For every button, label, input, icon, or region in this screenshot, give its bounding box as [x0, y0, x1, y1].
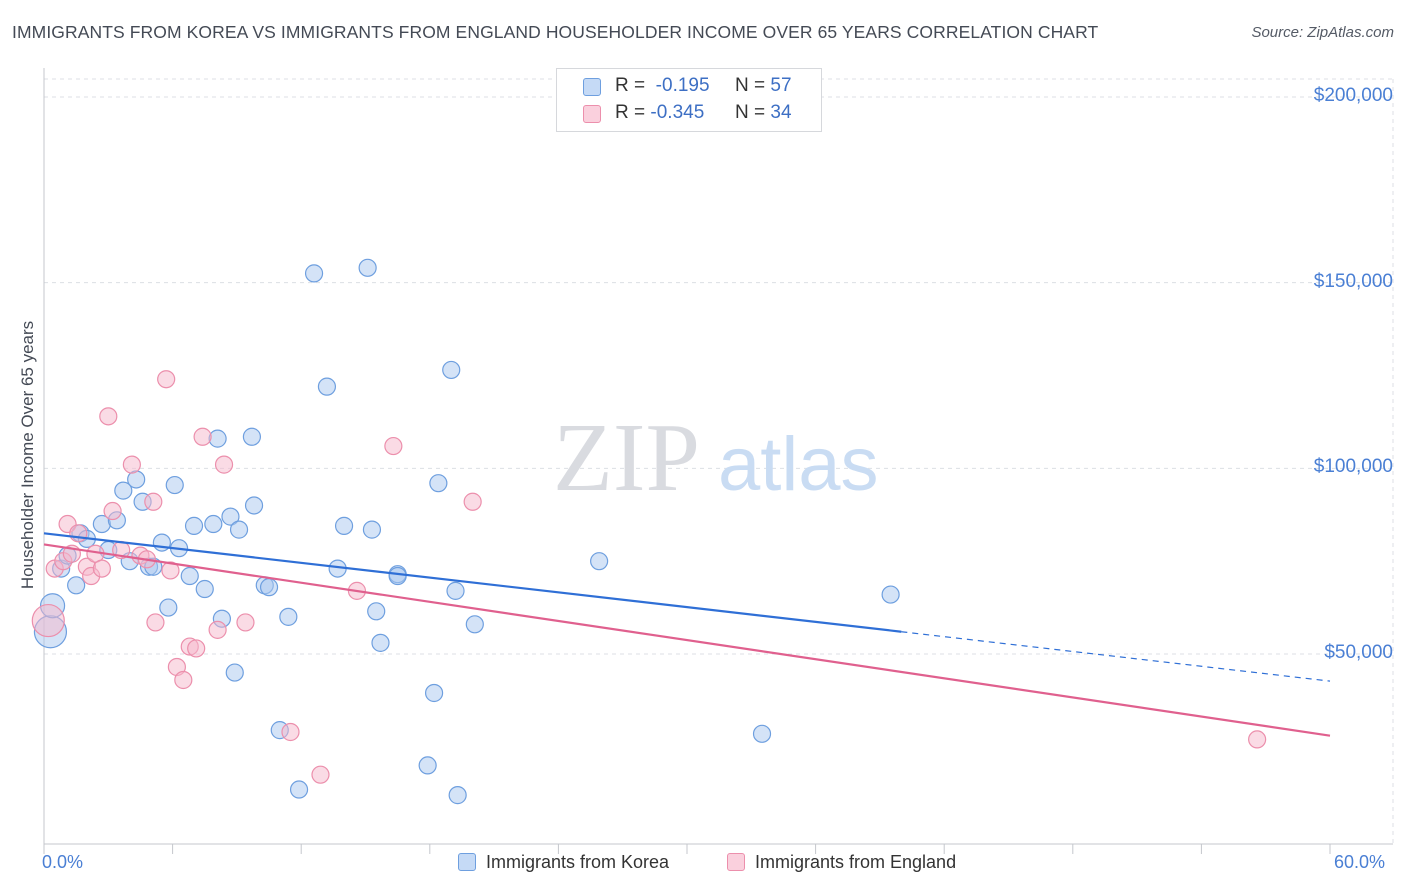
korea-points [33, 258, 900, 805]
data-point [146, 613, 165, 632]
data-point [388, 566, 407, 586]
data-point [317, 377, 337, 396]
y-tick-label: $50,000 [1324, 642, 1393, 663]
watermark-zip: ZIP [553, 404, 700, 512]
x-tick-label-max: 60.0% [1334, 852, 1386, 872]
data-point [174, 670, 193, 690]
data-point [362, 520, 382, 539]
legend-item-england[interactable]: Immigrants from England [727, 852, 956, 873]
legend-r-korea: R = -0.195 [615, 75, 710, 96]
legend-item-korea[interactable]: Immigrants from Korea [458, 852, 669, 873]
data-point [122, 455, 141, 474]
trend-lines [43, 532, 1331, 737]
england-trend-line [43, 543, 1331, 737]
data-point [214, 455, 234, 474]
data-point [358, 258, 377, 277]
data-point [242, 427, 262, 446]
data-point [157, 370, 176, 389]
series-legend: Immigrants from Korea Immigrants from En… [0, 852, 1406, 878]
england-points [31, 370, 1267, 784]
data-point [165, 475, 184, 495]
data-point [752, 724, 772, 743]
data-point [418, 756, 437, 775]
legend-row-england: R = -0.345 N = 34 [557, 101, 821, 127]
data-point [204, 514, 223, 534]
data-point [465, 615, 484, 634]
data-point [184, 516, 204, 535]
data-point [99, 407, 118, 426]
watermark: ZIP atlas [553, 404, 879, 512]
data-point [229, 520, 249, 539]
legend-n-england: N = 34 [735, 102, 792, 123]
korea-legend-swatch [458, 853, 476, 871]
data-point [881, 585, 900, 604]
legend-r-england: R = -0.345 [615, 102, 705, 123]
data-point [424, 683, 444, 703]
data-point [225, 663, 244, 682]
stats-legend: R = -0.195 N = 57 R = -0.345 N = 34 [556, 68, 822, 132]
data-point [448, 786, 467, 805]
data-point [103, 501, 122, 521]
data-point [463, 492, 482, 511]
england-legend-swatch [727, 853, 745, 871]
data-point [161, 561, 180, 580]
data-point [446, 581, 465, 600]
x-axis [43, 68, 1393, 854]
watermark-atlas: atlas [718, 422, 879, 507]
source-credit: Source: ZipAtlas.com [1251, 24, 1394, 41]
data-point [244, 496, 264, 515]
data-point [281, 722, 300, 742]
data-point [208, 429, 227, 448]
data-point [195, 579, 214, 599]
data-point [208, 620, 227, 639]
data-point [221, 507, 240, 526]
korea-legend-label: Immigrants from Korea [486, 852, 670, 872]
korea-trend-extension [901, 631, 1331, 682]
england-legend-label: Immigrants from England [755, 852, 957, 872]
data-point [159, 598, 178, 617]
data-point [371, 633, 390, 652]
y-tick-label: $150,000 [1313, 270, 1393, 292]
data-point [429, 474, 448, 493]
data-point [311, 765, 330, 784]
data-point [590, 552, 609, 571]
chart-title: IMMIGRANTS FROM KOREA VS IMMIGRANTS FROM… [12, 22, 1099, 42]
data-point [67, 576, 86, 595]
england-swatch [583, 105, 601, 123]
data-point [193, 427, 212, 446]
data-point [384, 436, 403, 456]
data-point [236, 613, 255, 632]
data-point [114, 481, 133, 500]
data-point [442, 360, 461, 380]
data-point [180, 566, 199, 586]
data-point [289, 780, 309, 799]
y-tick-label: $100,000 [1313, 456, 1393, 478]
data-point [334, 516, 354, 535]
korea-trend-line [43, 532, 902, 633]
korea-swatch [583, 78, 601, 96]
data-point [1248, 730, 1267, 749]
data-point [279, 607, 298, 626]
legend-n-korea: N = 57 [735, 75, 792, 96]
data-point [144, 492, 163, 511]
data-point [304, 264, 324, 283]
x-tick-label-min: 0.0% [42, 852, 84, 872]
data-point [367, 602, 386, 621]
data-point [69, 524, 88, 543]
data-point [187, 639, 206, 658]
y-tick-label: $200,000 [1313, 85, 1393, 106]
data-point [31, 603, 65, 638]
data-point [259, 578, 279, 597]
data-point [92, 559, 111, 578]
legend-row-korea: R = -0.195 N = 57 [557, 74, 821, 100]
